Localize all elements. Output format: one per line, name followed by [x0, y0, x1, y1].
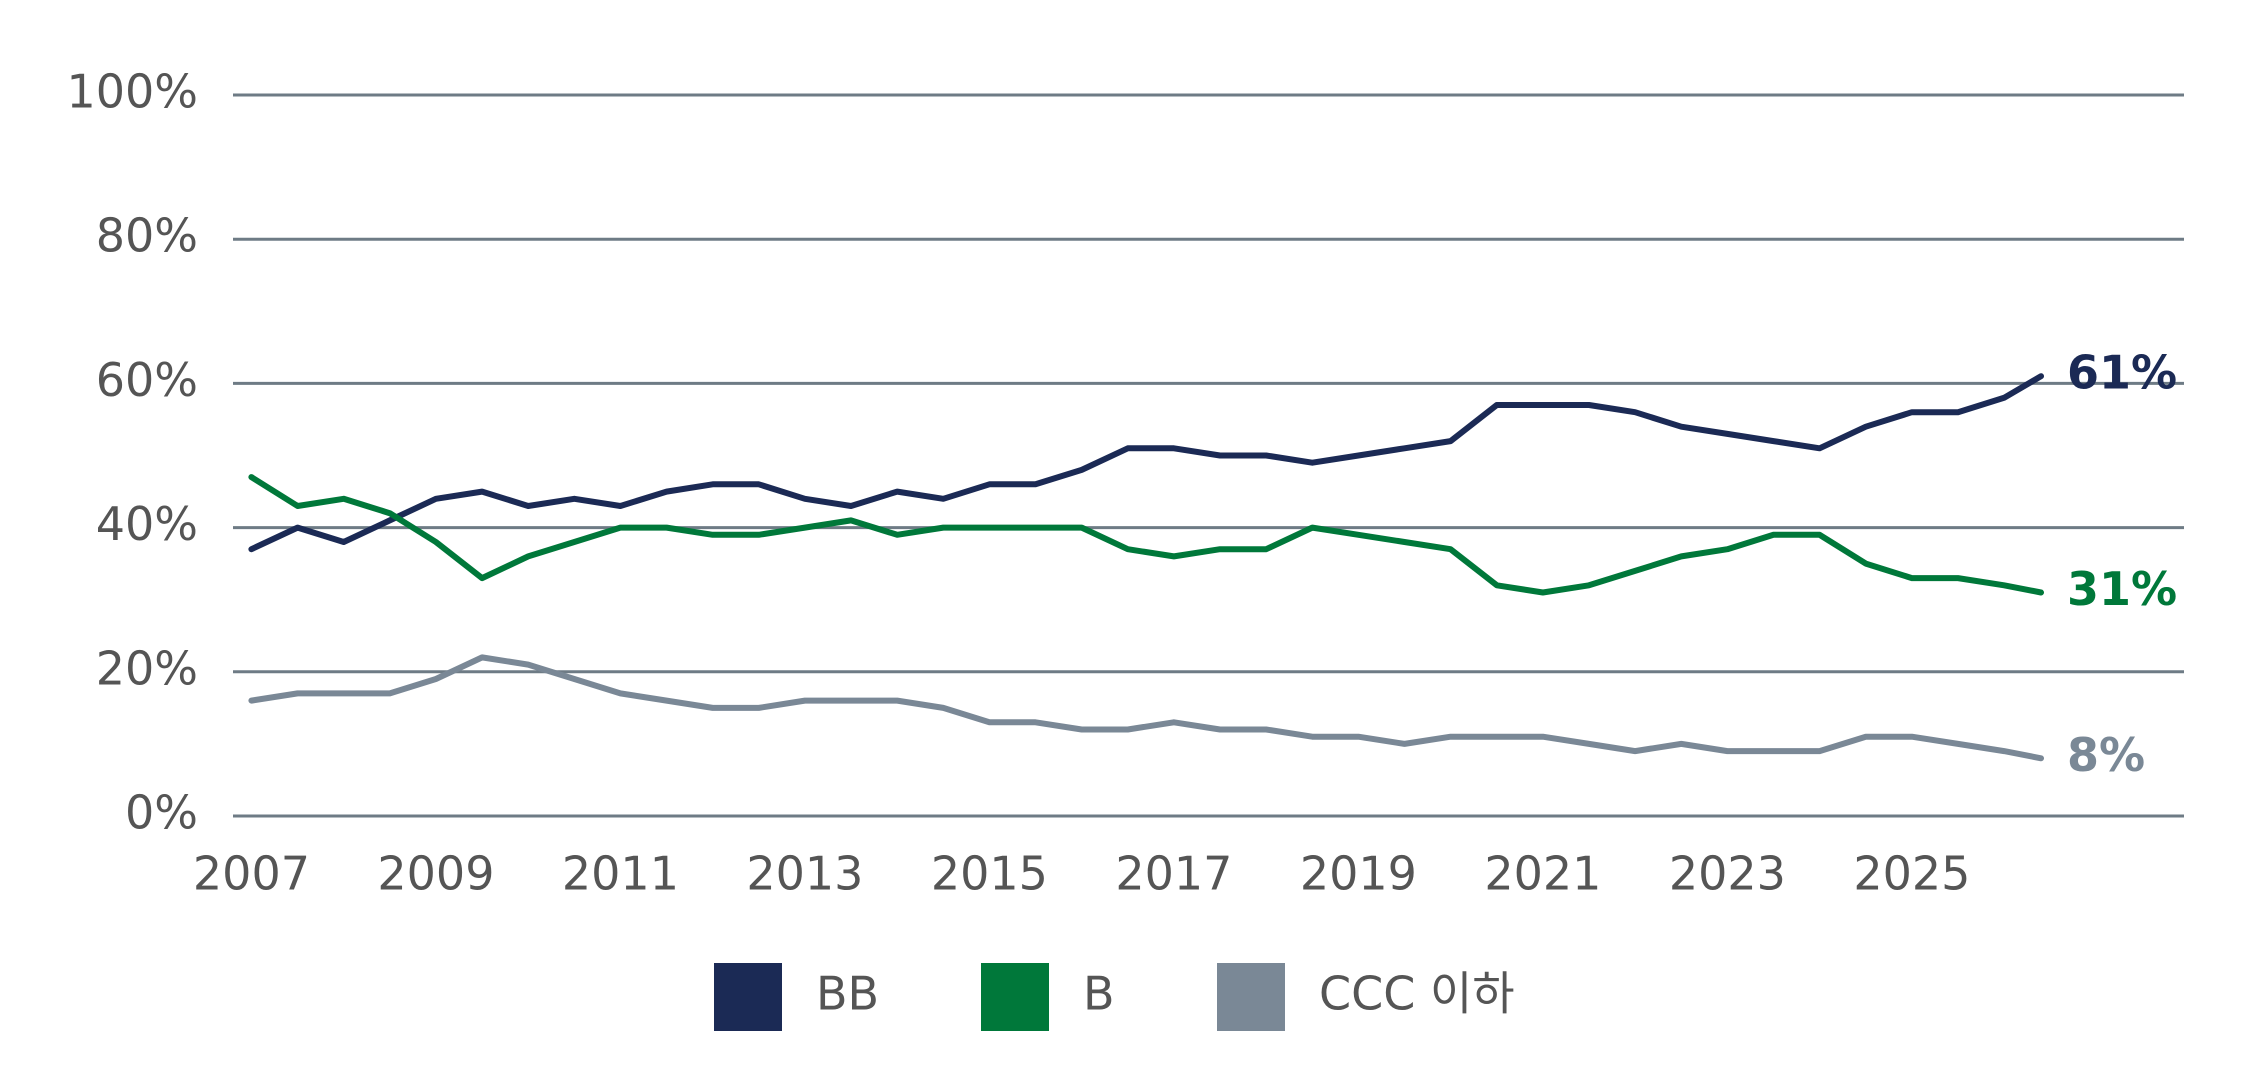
legend-label: B	[1083, 967, 1115, 1021]
series-line	[248, 474, 2044, 596]
x-tick-label: 2025	[1853, 847, 1970, 901]
x-tick-label: 2007	[193, 847, 310, 901]
x-tick-label: 2023	[1669, 847, 1786, 901]
x-tick-label: 2013	[746, 847, 863, 901]
end-label: 61%	[2067, 346, 2177, 400]
legend-swatch	[981, 963, 1049, 1031]
end-label: 31%	[2067, 562, 2177, 616]
y-tick-label: 0%	[125, 786, 198, 840]
legend-label: BB	[816, 967, 879, 1021]
y-tick-label: 20%	[96, 641, 198, 695]
x-tick-label: 2009	[377, 847, 494, 901]
end-label: 8%	[2067, 728, 2145, 782]
legend-swatch	[1217, 963, 1285, 1031]
x-tick-label: 2017	[1115, 847, 1232, 901]
x-tick-label: 2011	[562, 847, 679, 901]
y-tick-label: 80%	[96, 209, 198, 263]
legend-label: CCC 이하	[1319, 967, 1515, 1021]
y-tick-label: 60%	[96, 353, 198, 407]
y-tick-label: 40%	[96, 497, 198, 551]
series-line	[248, 373, 2044, 553]
x-tick-label: 2021	[1484, 847, 1601, 901]
series-line	[248, 654, 2044, 762]
x-tick-label: 2019	[1300, 847, 1417, 901]
y-tick-label: 100%	[66, 65, 198, 119]
legend-swatch	[714, 963, 782, 1031]
x-tick-label: 2015	[931, 847, 1048, 901]
